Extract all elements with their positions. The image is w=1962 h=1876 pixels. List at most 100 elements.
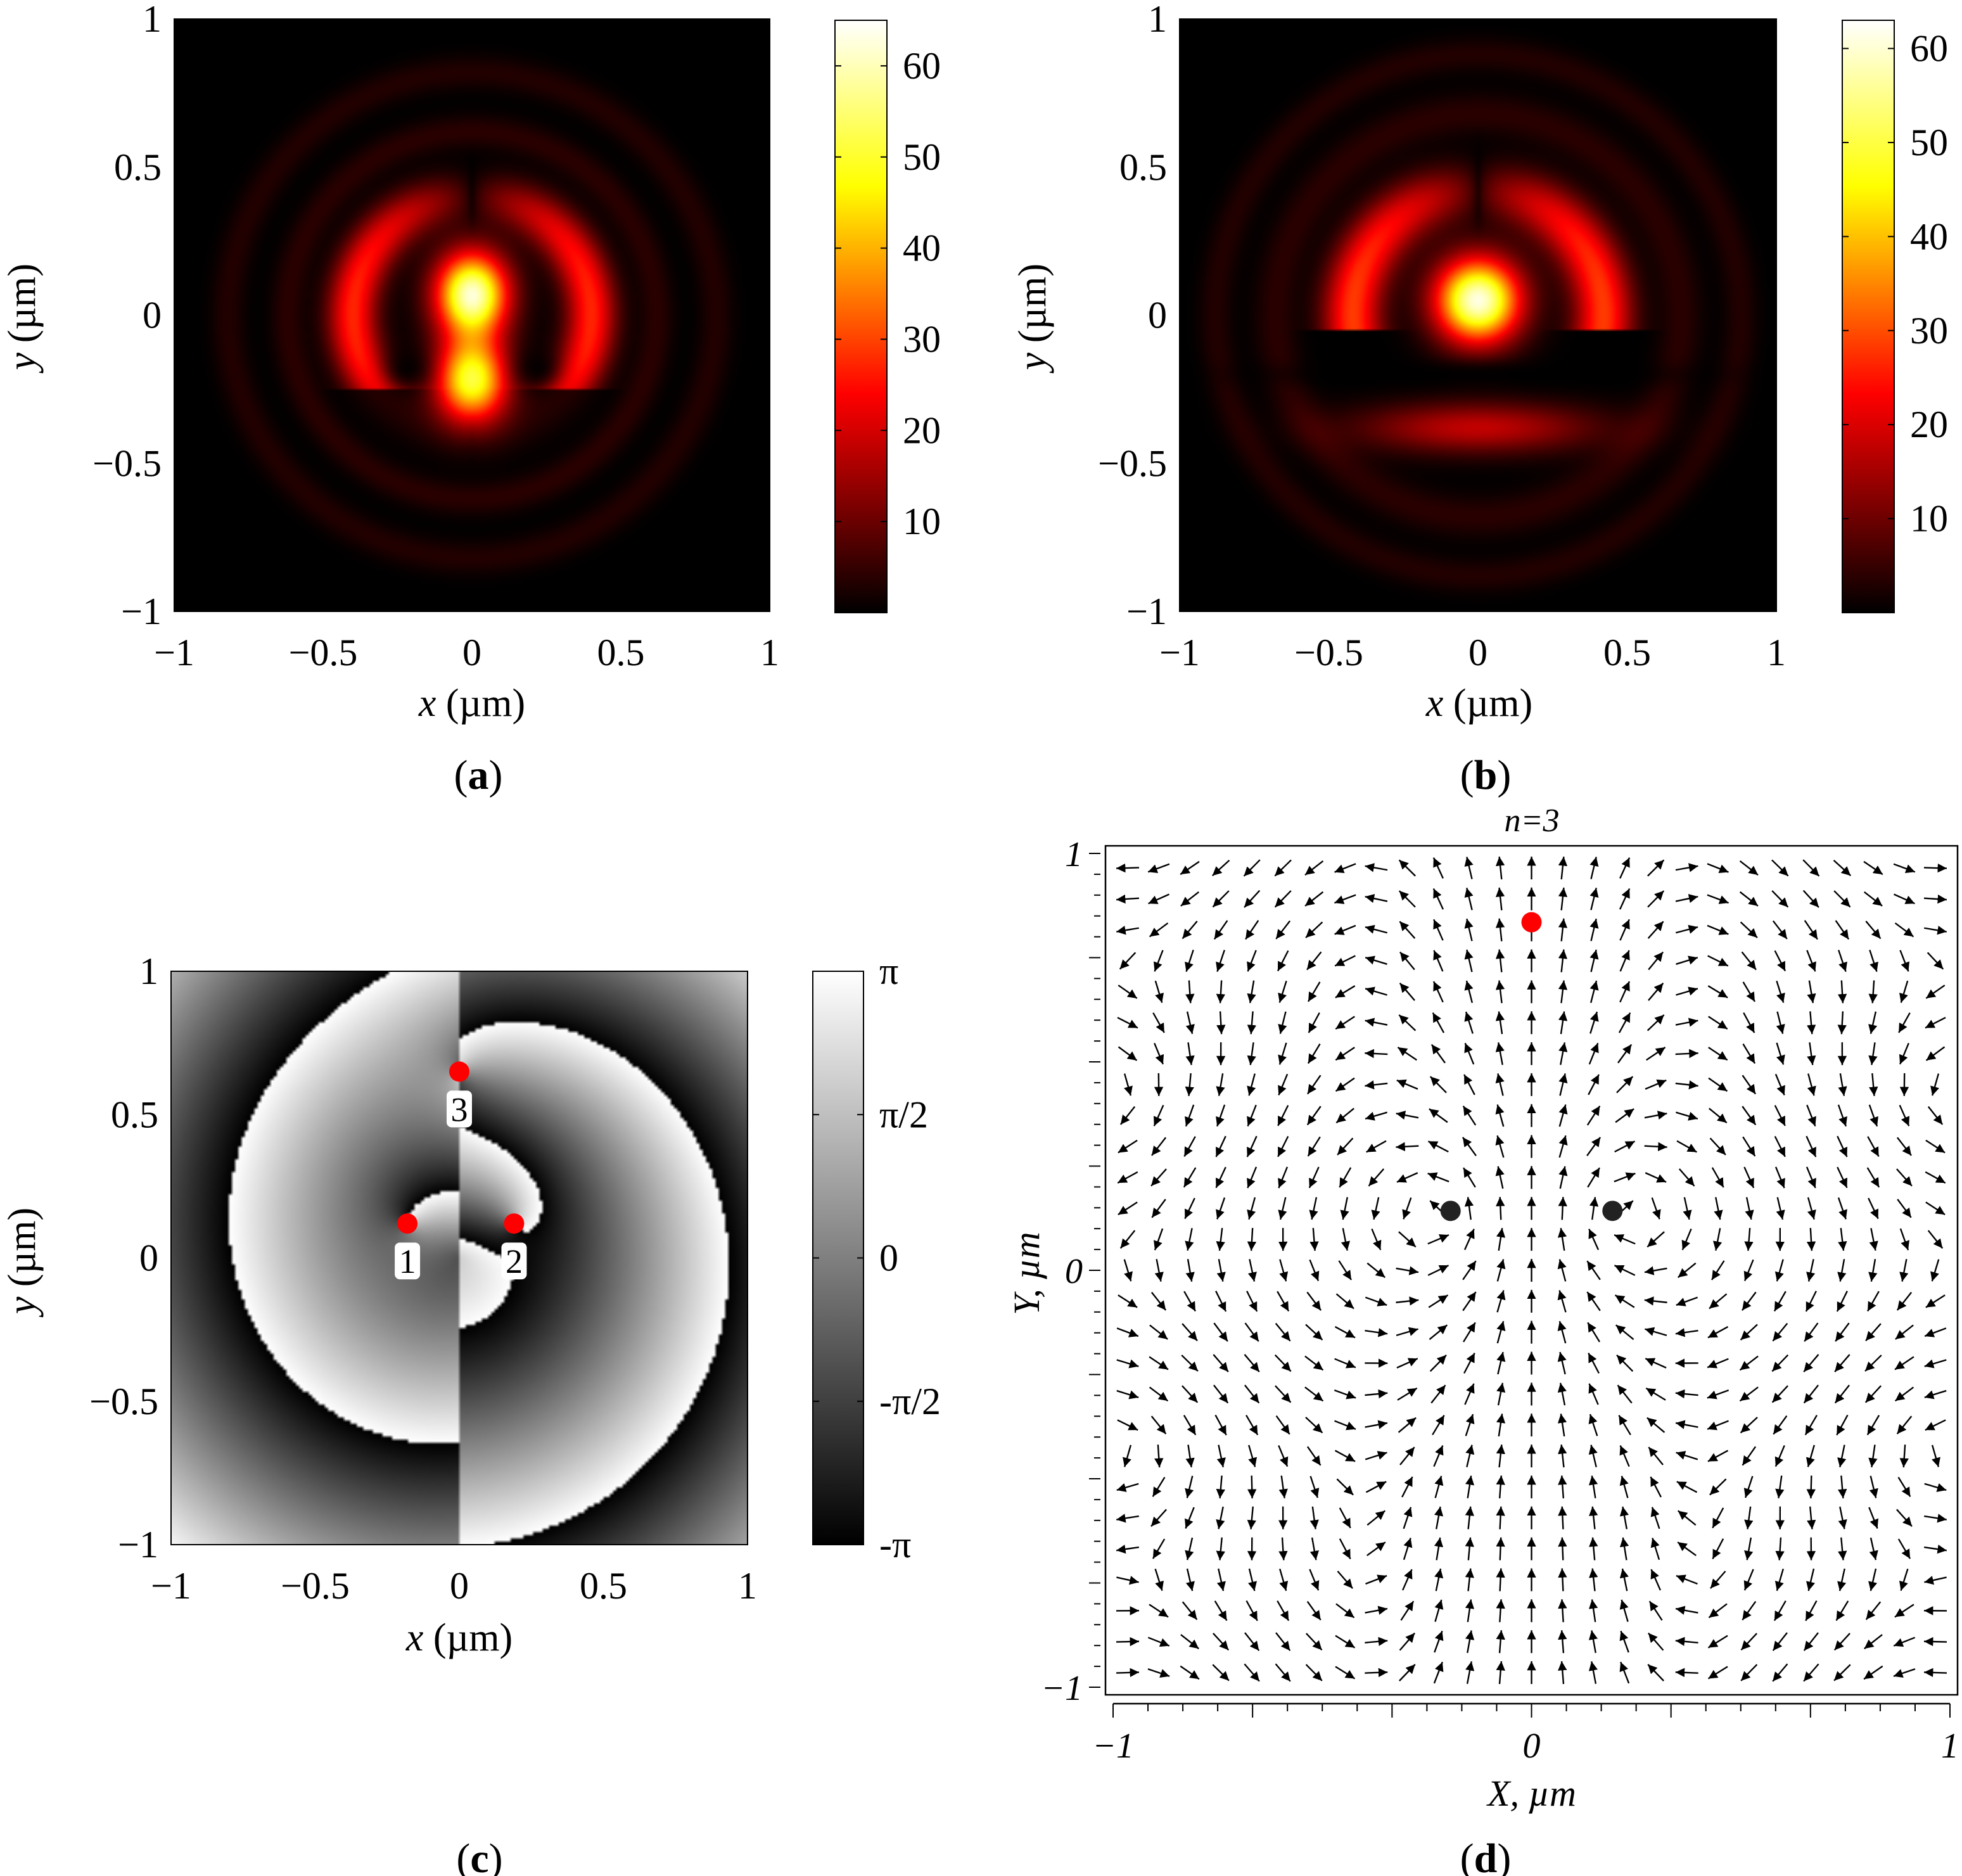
vector-arrow (1924, 1327, 1947, 1337)
vector-arrow (1465, 1630, 1475, 1654)
plot-frame-c (170, 971, 748, 1545)
vector-arrow (1278, 1073, 1289, 1096)
vector-arrow (1216, 1011, 1226, 1035)
vector-arrow (1587, 1322, 1600, 1343)
vector-arrow (1739, 860, 1759, 876)
vector-arrow (1712, 1507, 1724, 1529)
vector-arrow (1869, 1228, 1878, 1251)
y-tick-label: 0 (1065, 1252, 1083, 1291)
vector-arrow (1149, 922, 1169, 938)
vector-arrow (1185, 1011, 1195, 1035)
vector-arrow (1644, 1296, 1667, 1306)
vector-arrow (1837, 1104, 1847, 1127)
vector-arrow (1116, 894, 1140, 904)
vector-arrow (1247, 950, 1257, 972)
vector-arrow (1337, 1137, 1354, 1156)
vector-arrow (1495, 856, 1505, 880)
vector-arrow (1773, 1600, 1787, 1621)
vector-arrow (1247, 1506, 1256, 1529)
vector-arrow (1807, 1506, 1816, 1529)
vector-arrow (1863, 860, 1883, 876)
vector-arrow (1116, 1668, 1140, 1678)
vector-arrow (1185, 1507, 1195, 1529)
vector-arrow (1931, 1445, 1940, 1467)
vector-arrow (1308, 1166, 1320, 1189)
vector-arrow (1896, 1137, 1912, 1156)
vector-arrow (1647, 890, 1665, 908)
vector-arrow (1434, 1476, 1444, 1498)
x-axis-label-c: x (µm) (405, 1616, 513, 1659)
colorbar-tick-label: 50 (903, 136, 941, 178)
panel-c: 1 2 3 −1 −0.5 0 0.5 1 −1 −0.5 0 0.5 1 x (µm) y (µm… (1, 950, 941, 1876)
vector-arrow (1495, 918, 1505, 941)
vector-arrow (1771, 1354, 1789, 1372)
vector-arrow (1774, 1105, 1786, 1126)
vector-arrow (1433, 950, 1444, 972)
x-tick-label: 0 (450, 1565, 469, 1607)
vector-arrow (1619, 1599, 1629, 1622)
y-tick-label: 0.5 (1119, 146, 1167, 188)
vector-arrow (1150, 1291, 1167, 1311)
vector-arrow (1183, 1415, 1197, 1436)
vector-arrow (1496, 1351, 1506, 1375)
vector-arrow (1648, 1600, 1663, 1621)
vector-arrow (1740, 921, 1758, 938)
vector-arrow (1398, 1014, 1417, 1031)
vector-arrow (1896, 1509, 1913, 1527)
vector-arrow (1707, 1666, 1728, 1680)
vector-arrow (1366, 1262, 1386, 1279)
vector-arrow (1335, 1666, 1356, 1680)
vector-arrow (1619, 1537, 1629, 1560)
vector-arrow (1677, 1262, 1697, 1279)
vector-arrow (1183, 1291, 1197, 1312)
vector-arrow (1397, 1387, 1418, 1401)
vector-arrow (1742, 1136, 1756, 1157)
vector-arrow (1119, 1106, 1136, 1125)
vector-arrow (1465, 1599, 1475, 1623)
vector-arrow (1185, 1228, 1194, 1251)
vector-arrow (1868, 1042, 1878, 1066)
vector-arrow (1930, 1259, 1940, 1282)
vector-arrow (1181, 1355, 1199, 1372)
chart-title-d: n=3 (1504, 803, 1559, 839)
vector-arrow (1838, 1506, 1847, 1529)
vector-arrow (1896, 1415, 1913, 1434)
vector-arrow (1365, 1389, 1388, 1399)
vector-arrow (1147, 1668, 1170, 1678)
vector-arrow (1118, 1046, 1138, 1061)
vector-arrow (1868, 1104, 1878, 1127)
vector-arrow (1802, 890, 1819, 908)
vector-arrow (1775, 1475, 1785, 1498)
vector-arrow (1465, 1537, 1474, 1560)
vector-arrow (1182, 1323, 1198, 1341)
vector-arrow (1277, 1291, 1290, 1312)
vector-arrow (1247, 1568, 1257, 1592)
vector-arrow (1277, 1600, 1290, 1621)
vector-arrow (1365, 1574, 1387, 1585)
point-label-box (395, 1242, 421, 1280)
vector-arrow (1277, 950, 1289, 972)
y-tick-label: −0.5 (92, 442, 162, 484)
vector-arrow (1675, 894, 1698, 903)
vector-arrow (1248, 1445, 1258, 1467)
vector-arrow (1335, 1635, 1356, 1649)
vector-arrow (1277, 1105, 1289, 1126)
vector-arrow (1837, 1259, 1847, 1282)
panel-label-a: (a) (454, 752, 503, 798)
vector-arrow (1118, 1294, 1138, 1308)
vector-arrow (1589, 1011, 1599, 1034)
singular-point-2 (504, 1213, 525, 1234)
vector-arrow (1244, 890, 1261, 908)
vector-arrow (1743, 1476, 1754, 1498)
vector-arrow (1645, 1172, 1667, 1183)
vector-arrow (1309, 1228, 1319, 1251)
vector-arrow (1396, 1358, 1418, 1369)
vector-arrow (1866, 1291, 1880, 1312)
vector-arrow (1742, 1446, 1757, 1466)
vector-arrow (1558, 1135, 1568, 1158)
vector-arrow (1185, 1073, 1194, 1096)
vector-arrow (1742, 981, 1756, 1002)
vector-arrow (1589, 857, 1599, 879)
vector-arrow (1465, 1413, 1475, 1436)
vector-arrow (1278, 1197, 1287, 1220)
